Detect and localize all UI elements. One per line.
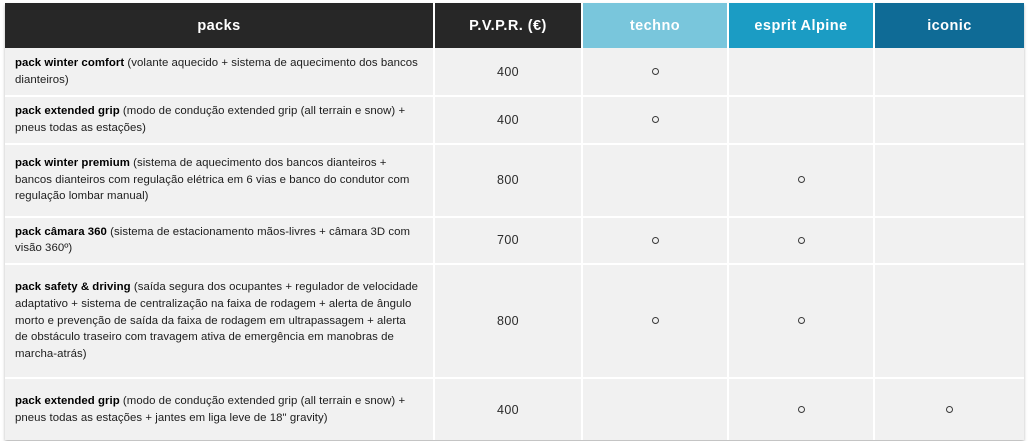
circle-marker-icon	[651, 317, 659, 325]
availability-cell-techno	[583, 144, 729, 218]
table-row: pack safety & driving (saída segura dos …	[5, 265, 1024, 380]
availability-cell-iconic	[875, 265, 1024, 380]
circle-marker-icon	[797, 236, 805, 244]
circle-marker-icon	[651, 67, 659, 75]
pack-name: pack winter premium	[15, 156, 130, 169]
pack-name: pack safety & driving	[15, 281, 131, 294]
circle-marker-icon	[946, 405, 953, 413]
pack-detail: (volante aquecido + sistema de aquecimen…	[15, 56, 418, 86]
price-cell: 400	[435, 48, 583, 97]
circle-marker-icon	[797, 317, 805, 325]
availability-cell-iconic	[875, 379, 1024, 441]
price-cell: 400	[435, 379, 583, 441]
table-row: pack câmara 360 (sistema de estacionamen…	[5, 217, 1024, 266]
availability-cell-iconic	[875, 48, 1024, 97]
availability-cell-esprit	[729, 48, 875, 97]
availability-cell-techno	[583, 379, 729, 441]
column-header-techno[interactable]: techno	[583, 3, 729, 48]
pack-name: pack câmara 360	[15, 225, 107, 238]
pack-description-cell: pack extended grip (modo de condução ext…	[5, 379, 435, 441]
table-row: pack extended grip (modo de condução ext…	[5, 379, 1024, 441]
availability-cell-esprit	[729, 379, 875, 441]
pack-detail: (sistema de estacionamento mãos-livres +…	[15, 225, 411, 255]
column-header-price[interactable]: P.V.P.R. (€)	[435, 3, 583, 48]
circle-marker-icon	[797, 405, 805, 413]
availability-cell-iconic	[875, 217, 1024, 266]
availability-cell-iconic	[875, 97, 1024, 145]
pack-name: pack extended grip	[15, 105, 120, 117]
availability-cell-techno	[583, 97, 729, 145]
availability-cell-techno	[583, 217, 729, 266]
price-cell: 700	[435, 217, 583, 266]
pack-detail: (saída segura dos ocupantes + regulador …	[15, 281, 418, 361]
table-row: pack winter comfort (volante aquecido + …	[5, 48, 1024, 97]
table-row: pack winter premium (sistema de aquecime…	[5, 144, 1024, 218]
column-header-iconic[interactable]: iconic	[875, 3, 1024, 48]
pack-detail: (modo de condução extended grip (all ter…	[15, 105, 406, 134]
circle-marker-icon	[651, 116, 659, 124]
column-header-packs[interactable]: packs	[5, 3, 435, 48]
availability-cell-techno	[583, 48, 729, 97]
availability-cell-iconic	[875, 144, 1024, 218]
pack-description-cell: pack winter comfort (volante aquecido + …	[5, 48, 435, 97]
pack-description-cell: pack câmara 360 (sistema de estacionamen…	[5, 217, 435, 266]
pack-description-cell: pack winter premium (sistema de aquecime…	[5, 144, 435, 218]
circle-marker-icon	[651, 236, 659, 244]
column-header-esprit-alpine[interactable]: esprit Alpine	[729, 3, 875, 48]
table-header: packs P.V.P.R. (€) techno esprit Alpine …	[5, 3, 1024, 48]
pack-description-cell: pack extended grip (modo de condução ext…	[5, 97, 435, 145]
pack-name: pack extended grip	[15, 394, 120, 407]
price-cell: 400	[435, 97, 583, 145]
pack-description-cell: pack safety & driving (saída segura dos …	[5, 265, 435, 380]
availability-cell-esprit	[729, 217, 875, 266]
availability-cell-esprit	[729, 144, 875, 218]
price-cell: 800	[435, 144, 583, 218]
header-row: packs P.V.P.R. (€) techno esprit Alpine …	[5, 3, 1024, 48]
pack-detail: (modo de condução extended grip (all ter…	[15, 394, 406, 424]
packs-pricing-table: packs P.V.P.R. (€) techno esprit Alpine …	[5, 3, 1024, 441]
circle-marker-icon	[797, 176, 805, 184]
price-cell: 800	[435, 265, 583, 380]
availability-cell-esprit	[729, 265, 875, 380]
pack-name: pack winter comfort	[15, 56, 125, 69]
pack-detail: (sistema de aquecimento dos bancos diant…	[15, 156, 410, 203]
availability-cell-esprit	[729, 97, 875, 145]
table-row: pack extended grip (modo de condução ext…	[5, 97, 1024, 145]
availability-cell-techno	[583, 265, 729, 380]
table-body: pack winter comfort (volante aquecido + …	[5, 48, 1024, 441]
